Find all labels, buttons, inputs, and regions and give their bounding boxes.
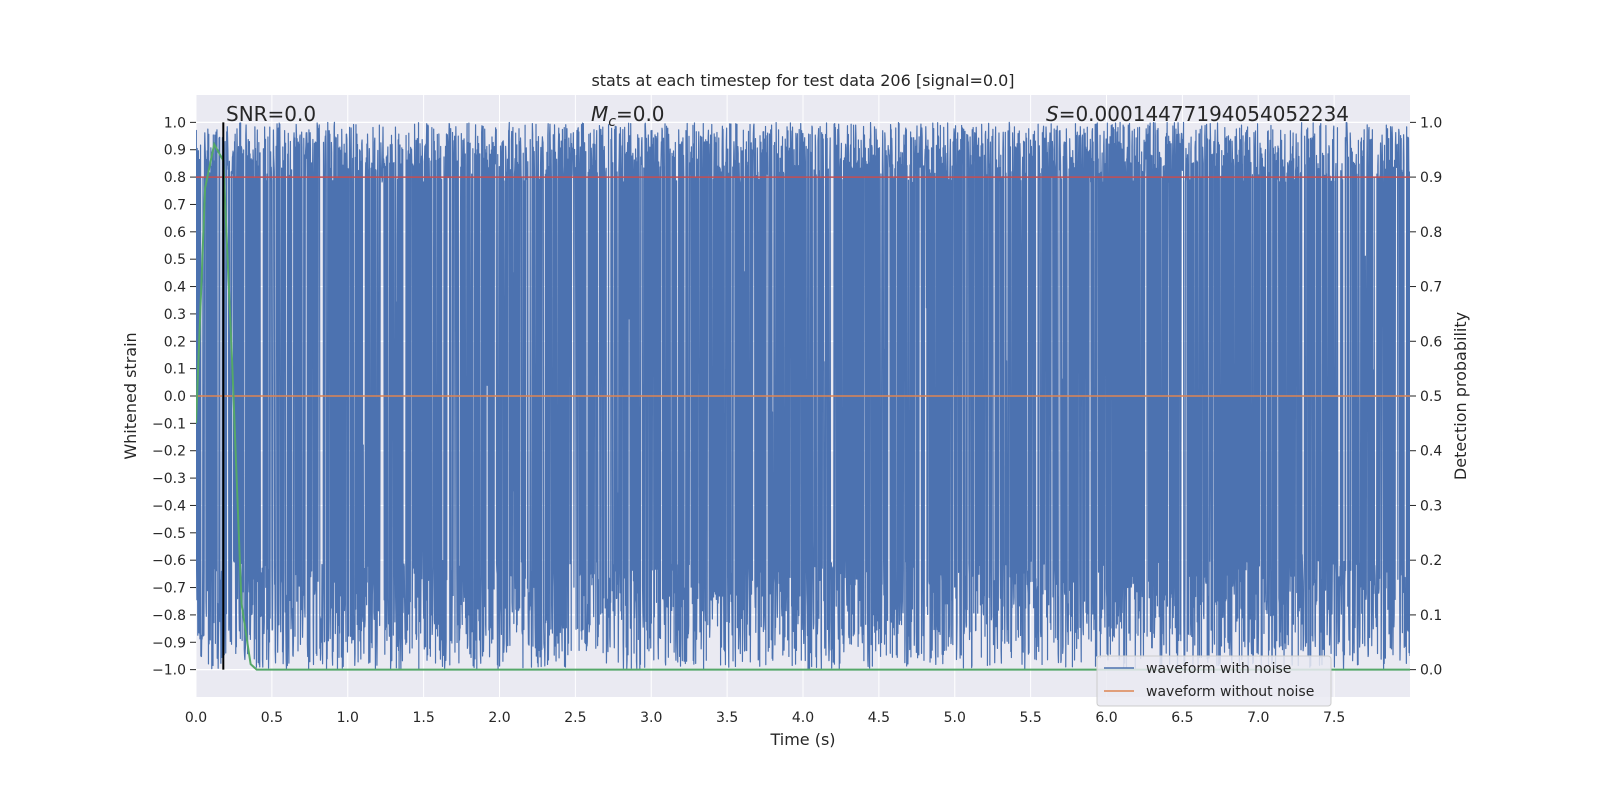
x-tick-label: 4.5 <box>868 710 890 726</box>
x-tick-label: 0.5 <box>261 710 283 726</box>
ticks: 0.0 0.5 1.0 1.5 2.0 2.5 3.0 3.5 4.0 4.5 5.0 5.5 6.0 6… <box>152 115 1442 726</box>
y-tick-label: −0.3 <box>152 471 186 487</box>
y-tick-label: 0.8 <box>164 170 186 186</box>
s-symbol: S <box>1046 102 1059 126</box>
x-tick-label: 0.0 <box>185 710 207 726</box>
y-tick-label: 0.1 <box>164 362 186 378</box>
legend: waveform with noise waveform without noi… <box>1096 655 1332 707</box>
y-tick-label: 0.9 <box>164 143 186 159</box>
x-tick-label: 1.5 <box>412 710 434 726</box>
x-tick-label: 6.0 <box>1095 710 1117 726</box>
mc-symbol: M <box>591 102 608 126</box>
x-tick-label: 7.0 <box>1247 710 1269 726</box>
y-axis-label: Whitened strain <box>121 332 140 459</box>
x-tick-label: 2.5 <box>564 710 586 726</box>
y-tick-label: −0.2 <box>152 444 186 460</box>
y2-tick-label: 0.1 <box>1420 608 1442 624</box>
x-tick-label: 3.0 <box>640 710 662 726</box>
snr-annotation: SNR=0.0 <box>226 102 316 126</box>
x-tick-label: 1.0 <box>337 710 359 726</box>
y2-tick-label: 0.8 <box>1420 225 1442 241</box>
x-tick-label: 5.5 <box>1019 710 1041 726</box>
legend-label-with-noise: waveform with noise <box>1146 661 1291 677</box>
y-tick-label: −0.8 <box>152 608 186 624</box>
y2-axis-label: Detection probability <box>1451 312 1470 480</box>
y-tick-label: 1.0 <box>164 115 186 131</box>
x-axis-label: Time (s) <box>769 730 835 749</box>
y-tick-label: 0.2 <box>164 334 186 350</box>
y-tick-label: −0.4 <box>152 498 186 514</box>
y-tick-label: 0.3 <box>164 307 186 323</box>
s-annotation: S=0.00014477194054052234 <box>1046 102 1349 126</box>
y-tick-label: 0.5 <box>164 252 186 268</box>
y2-tick-label: 0.2 <box>1420 553 1442 569</box>
y-tick-label: −0.7 <box>152 581 186 597</box>
y-tick-label: 0.6 <box>164 225 186 241</box>
y-tick-label: 0.7 <box>164 197 186 213</box>
y2-tick-label: 0.4 <box>1420 444 1442 460</box>
x-tick-label: 2.0 <box>488 710 510 726</box>
series-with-noise <box>196 121 1410 671</box>
chirp-mass-annotation: Mc=0.0 <box>591 102 665 130</box>
y-tick-label: 0.4 <box>164 280 186 296</box>
x-tick-label: 4.0 <box>792 710 814 726</box>
x-tick-label: 6.5 <box>1171 710 1193 726</box>
data-layer <box>196 121 1410 671</box>
chart-title: stats at each timestep for test data 206… <box>591 71 1014 90</box>
legend-box <box>1096 655 1332 707</box>
mc-value: =0.0 <box>616 102 665 126</box>
y-tick-label: −0.1 <box>152 416 186 432</box>
y2-tick-label: 0.5 <box>1420 389 1442 405</box>
y2-tick-label: 1.0 <box>1420 115 1442 131</box>
y2-tick-label: 0.0 <box>1420 663 1442 679</box>
series-detection-probability <box>196 141 1410 671</box>
mc-subscript: c <box>608 114 616 130</box>
y2-tick-label: 0.6 <box>1420 334 1442 350</box>
y-tick-label: −0.9 <box>152 635 186 651</box>
y-tick-label: 0.0 <box>164 389 186 405</box>
y2-tick-label: 0.3 <box>1420 498 1442 514</box>
x-tick-label: 3.5 <box>716 710 738 726</box>
y-tick-label: −1.0 <box>152 663 186 679</box>
y-tick-label: −0.5 <box>152 526 186 542</box>
x-tick-label: 7.5 <box>1323 710 1345 726</box>
x-tick-label: 5.0 <box>944 710 966 726</box>
y2-tick-label: 0.9 <box>1420 170 1442 186</box>
y-tick-label: −0.6 <box>152 553 186 569</box>
legend-label-without-noise: waveform without noise <box>1146 684 1314 700</box>
y2-tick-label: 0.7 <box>1420 280 1442 296</box>
s-value: =0.00014477194054052234 <box>1059 102 1349 126</box>
